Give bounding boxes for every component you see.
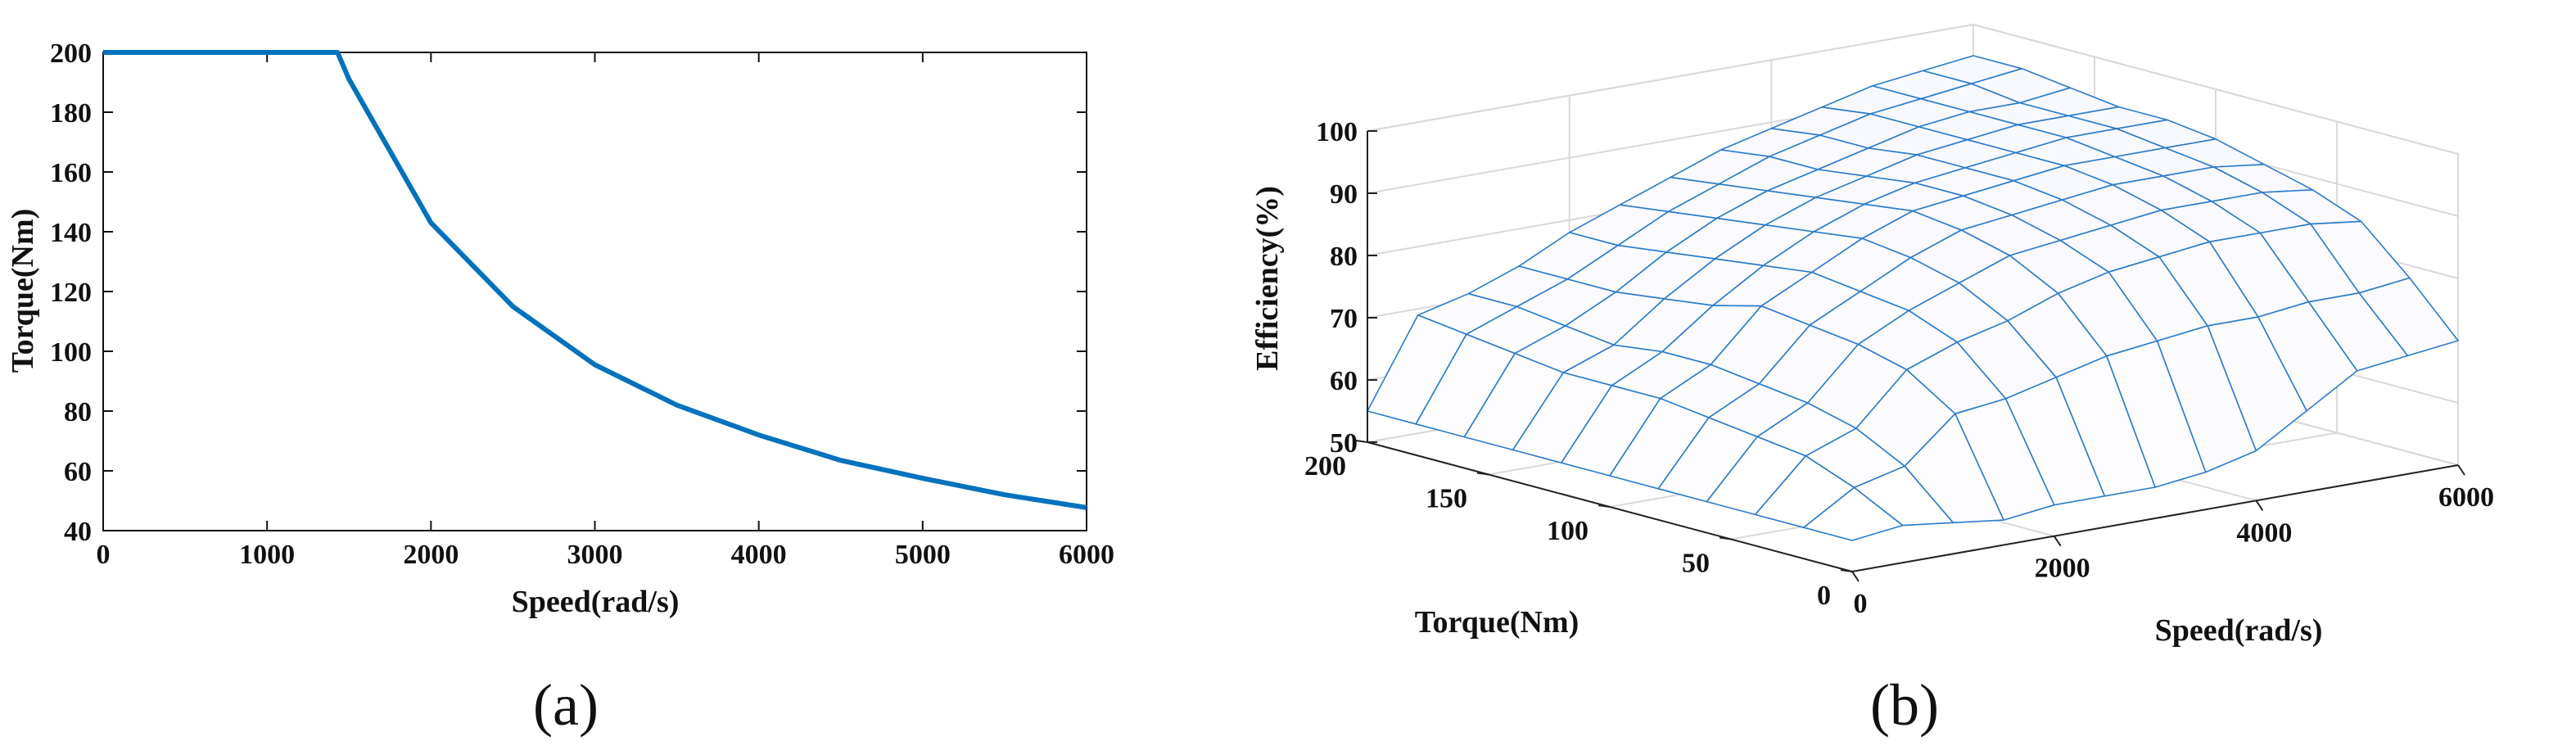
torque-tick-mark — [1476, 472, 1489, 476]
torque-tick-mark — [1719, 536, 1732, 540]
efficiency-tick-label: 60 — [1330, 366, 1358, 396]
x-tick-label: 6000 — [1059, 540, 1114, 570]
y-tick-label: 120 — [50, 278, 92, 308]
chart-a-ylabel: Torque(Nm) — [6, 209, 40, 373]
x-tick-label: 4000 — [731, 540, 787, 570]
torque-tick-label: 50 — [1682, 549, 1710, 579]
chart-b-ylabel: Torque(Nm) — [1415, 605, 1579, 640]
speed-tick-label: 2000 — [2035, 554, 2090, 584]
chart-b-zlabel: Efficiency(%) — [1250, 186, 1285, 371]
x-tick-label: 1000 — [239, 540, 295, 570]
speed-axis-line — [1851, 464, 2459, 572]
chart-b-xlabel: Speed(rad/s) — [2155, 613, 2323, 648]
y-tick-label: 200 — [50, 38, 92, 69]
torque-tick-mark — [1840, 569, 1853, 572]
speed-tick-label: 4000 — [2236, 518, 2292, 548]
speed-tick-mark — [2457, 464, 2465, 476]
surface-patch — [1803, 486, 1904, 541]
torque-tick-label: 200 — [1304, 451, 1346, 481]
y-tick-label: 160 — [50, 158, 92, 188]
torque-tick-label: 0 — [1817, 581, 1831, 611]
speed-tick-label: 6000 — [2438, 482, 2494, 513]
efficiency-tick-label: 80 — [1330, 242, 1358, 272]
y-tick-label: 80 — [64, 397, 92, 427]
efficiency-tick-label: 90 — [1330, 179, 1358, 210]
y-tick-label: 140 — [50, 218, 92, 248]
speed-tick-mark — [2255, 500, 2264, 511]
y-tick-label: 180 — [50, 98, 92, 129]
torque-tick-label: 100 — [1547, 516, 1589, 546]
efficiency-tick-label: 70 — [1330, 304, 1358, 334]
x-tick-label: 2000 — [403, 540, 459, 570]
chart-a-xlabel: Speed(rad/s) — [512, 585, 680, 619]
efficiency-tick-label: 100 — [1316, 117, 1358, 147]
y-tick-label: 60 — [64, 457, 92, 487]
panel-label-b: (b) — [1870, 672, 1939, 738]
panel-label-a: (a) — [533, 672, 599, 738]
x-tick-label: 0 — [97, 540, 111, 570]
speed-tick-mark — [2053, 536, 2062, 547]
x-tick-label: 3000 — [567, 540, 623, 570]
speed-tick-label: 0 — [1854, 589, 1868, 619]
efficiency-tick-label: 50 — [1330, 428, 1358, 459]
speed-tick-mark — [1851, 571, 1860, 582]
torque-curve-line — [103, 50, 1087, 510]
torque-tick-label: 150 — [1426, 484, 1467, 514]
z-gridline — [1367, 24, 1974, 132]
y-tick-label: 40 — [64, 517, 92, 547]
torque-tick-mark — [1355, 440, 1368, 443]
torque-speed-chart: 0 1000 2000 3000 4000 5000 6000 40 60 80 100 120 140… — [6, 38, 1114, 738]
torque-tick-mark — [1598, 504, 1611, 508]
plot-area-frame — [102, 52, 1087, 531]
x-tick-label: 5000 — [895, 540, 951, 570]
y-tick-label: 100 — [50, 337, 92, 368]
